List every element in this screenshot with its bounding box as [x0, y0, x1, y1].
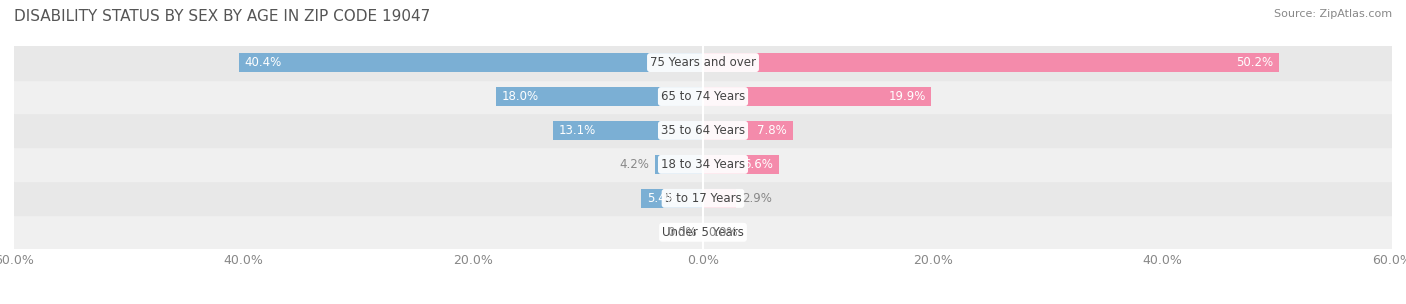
Bar — [641, 189, 703, 208]
Text: Source: ZipAtlas.com: Source: ZipAtlas.com — [1274, 9, 1392, 19]
Text: 18.0%: 18.0% — [502, 90, 538, 103]
Bar — [14, 147, 1392, 181]
Bar — [14, 181, 1392, 215]
Text: 0.0%: 0.0% — [709, 226, 738, 239]
Bar — [14, 113, 1392, 147]
Text: 65 to 74 Years: 65 to 74 Years — [661, 90, 745, 103]
Text: 0.0%: 0.0% — [668, 226, 697, 239]
Bar — [703, 121, 793, 140]
Bar — [553, 121, 703, 140]
Bar — [14, 80, 1392, 113]
Text: 35 to 64 Years: 35 to 64 Years — [661, 124, 745, 137]
Text: 75 Years and over: 75 Years and over — [650, 56, 756, 69]
Bar — [496, 87, 703, 106]
Text: Under 5 Years: Under 5 Years — [662, 226, 744, 239]
Text: 19.9%: 19.9% — [889, 90, 925, 103]
Text: 13.1%: 13.1% — [558, 124, 596, 137]
Bar — [703, 189, 737, 208]
Text: 6.6%: 6.6% — [744, 158, 773, 171]
Text: DISABILITY STATUS BY SEX BY AGE IN ZIP CODE 19047: DISABILITY STATUS BY SEX BY AGE IN ZIP C… — [14, 9, 430, 24]
Text: 4.2%: 4.2% — [619, 158, 650, 171]
Text: 2.9%: 2.9% — [742, 192, 772, 205]
Bar — [239, 53, 703, 72]
Text: 40.4%: 40.4% — [245, 56, 283, 69]
Bar — [14, 46, 1392, 80]
Bar — [703, 53, 1279, 72]
Text: 5 to 17 Years: 5 to 17 Years — [665, 192, 741, 205]
Bar — [655, 155, 703, 174]
Text: 5.4%: 5.4% — [647, 192, 676, 205]
Bar — [14, 215, 1392, 249]
Bar — [703, 155, 779, 174]
Text: 50.2%: 50.2% — [1236, 56, 1274, 69]
Text: 18 to 34 Years: 18 to 34 Years — [661, 158, 745, 171]
Bar — [703, 87, 932, 106]
Text: 7.8%: 7.8% — [756, 124, 787, 137]
